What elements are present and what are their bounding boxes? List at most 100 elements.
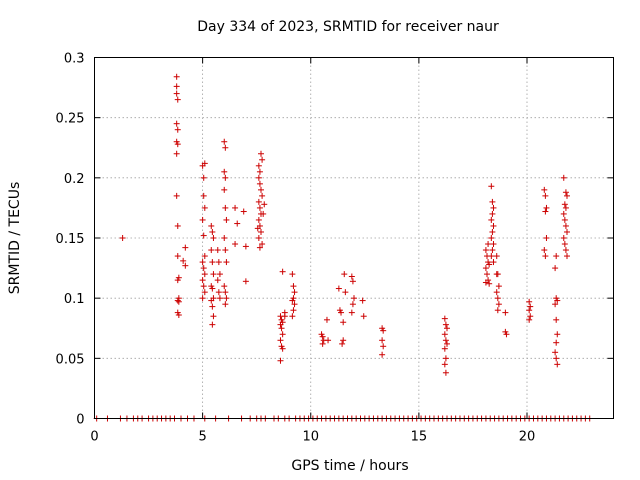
data-point [174, 297, 181, 304]
data-point [526, 316, 533, 323]
data-point [119, 235, 126, 241]
data-point [490, 259, 497, 266]
data-point [216, 271, 223, 278]
data-point [208, 297, 215, 304]
x-tick-label: 5 [198, 430, 206, 445]
data-point [564, 192, 571, 199]
data-point [210, 313, 217, 320]
data-point [526, 298, 533, 305]
data-point [223, 216, 230, 223]
data-point [255, 198, 262, 205]
data-point [215, 289, 222, 296]
data-point [495, 301, 502, 308]
data-point [221, 168, 228, 175]
data-point [562, 204, 569, 211]
data-point [552, 349, 559, 356]
data-point [564, 228, 571, 235]
data-point [209, 321, 216, 328]
data-point [291, 301, 298, 308]
data-point [277, 357, 284, 364]
data-point [174, 141, 181, 148]
data-point [201, 160, 208, 167]
data-point [256, 204, 263, 211]
data-point [495, 283, 502, 290]
data-point [541, 247, 548, 254]
data-point [214, 277, 221, 284]
data-point [379, 337, 386, 344]
data-point [442, 337, 449, 344]
data-point [553, 253, 560, 260]
data-point [341, 271, 348, 278]
data-point [323, 316, 330, 323]
data-point [174, 126, 181, 133]
data-point [199, 295, 206, 302]
data-point [488, 183, 495, 190]
data-point [560, 174, 567, 181]
data-point [562, 189, 569, 196]
data-point [489, 210, 496, 217]
data-point [527, 313, 534, 320]
axis-ticks [94, 57, 614, 419]
data-point [222, 289, 229, 296]
data-point [222, 301, 229, 308]
y-tick-label: 0.15 [56, 232, 85, 247]
data-point [340, 337, 347, 344]
data-point [554, 297, 561, 304]
data-point [222, 247, 229, 254]
data-point [223, 295, 230, 302]
data-point [351, 295, 357, 302]
data-point [175, 298, 182, 305]
x-axis-label: GPS time / hours [291, 458, 408, 474]
data-point [493, 253, 500, 260]
data-point [255, 174, 262, 181]
data-points [93, 73, 593, 422]
data-point [441, 331, 448, 338]
data-point [173, 120, 180, 127]
y-tick-label: 0.2 [64, 172, 85, 187]
plot-frame [94, 57, 614, 419]
data-point [201, 271, 208, 278]
data-point [201, 253, 208, 260]
data-point [173, 192, 180, 199]
data-point [562, 222, 569, 229]
data-point [348, 309, 355, 316]
y-tick-label: 0 [76, 413, 84, 428]
data-point [360, 313, 367, 320]
x-tick-label: 10 [302, 430, 319, 445]
data-point [223, 259, 230, 266]
data-point [174, 277, 181, 284]
data-point [379, 351, 386, 358]
data-point [543, 235, 550, 241]
data-point [240, 208, 247, 215]
data-point [486, 280, 493, 287]
data-point [259, 192, 266, 199]
data-point [289, 313, 296, 320]
y-tick-label: 0.25 [56, 112, 85, 127]
data-point [442, 321, 449, 328]
data-point [180, 257, 187, 264]
data-point [489, 198, 496, 205]
data-point [221, 186, 228, 193]
data-point [258, 150, 265, 157]
data-point [338, 309, 345, 316]
data-point [543, 204, 550, 211]
data-point [486, 261, 493, 268]
data-point [290, 307, 297, 314]
data-point [173, 90, 180, 97]
data-point [260, 210, 267, 217]
data-point [554, 361, 561, 368]
data-point [200, 232, 207, 239]
data-point [562, 247, 569, 254]
data-point [242, 278, 249, 285]
data-point [493, 289, 500, 296]
data-point [174, 222, 181, 229]
data-point [173, 83, 180, 90]
data-point [290, 283, 297, 290]
data-point [490, 222, 497, 229]
data-point [281, 313, 288, 320]
data-point [553, 339, 560, 346]
y-tick-label: 0.1 [64, 292, 85, 307]
data-point [482, 247, 489, 254]
chart-title: Day 334 of 2023, SRMTID for receiver nau… [197, 19, 499, 35]
